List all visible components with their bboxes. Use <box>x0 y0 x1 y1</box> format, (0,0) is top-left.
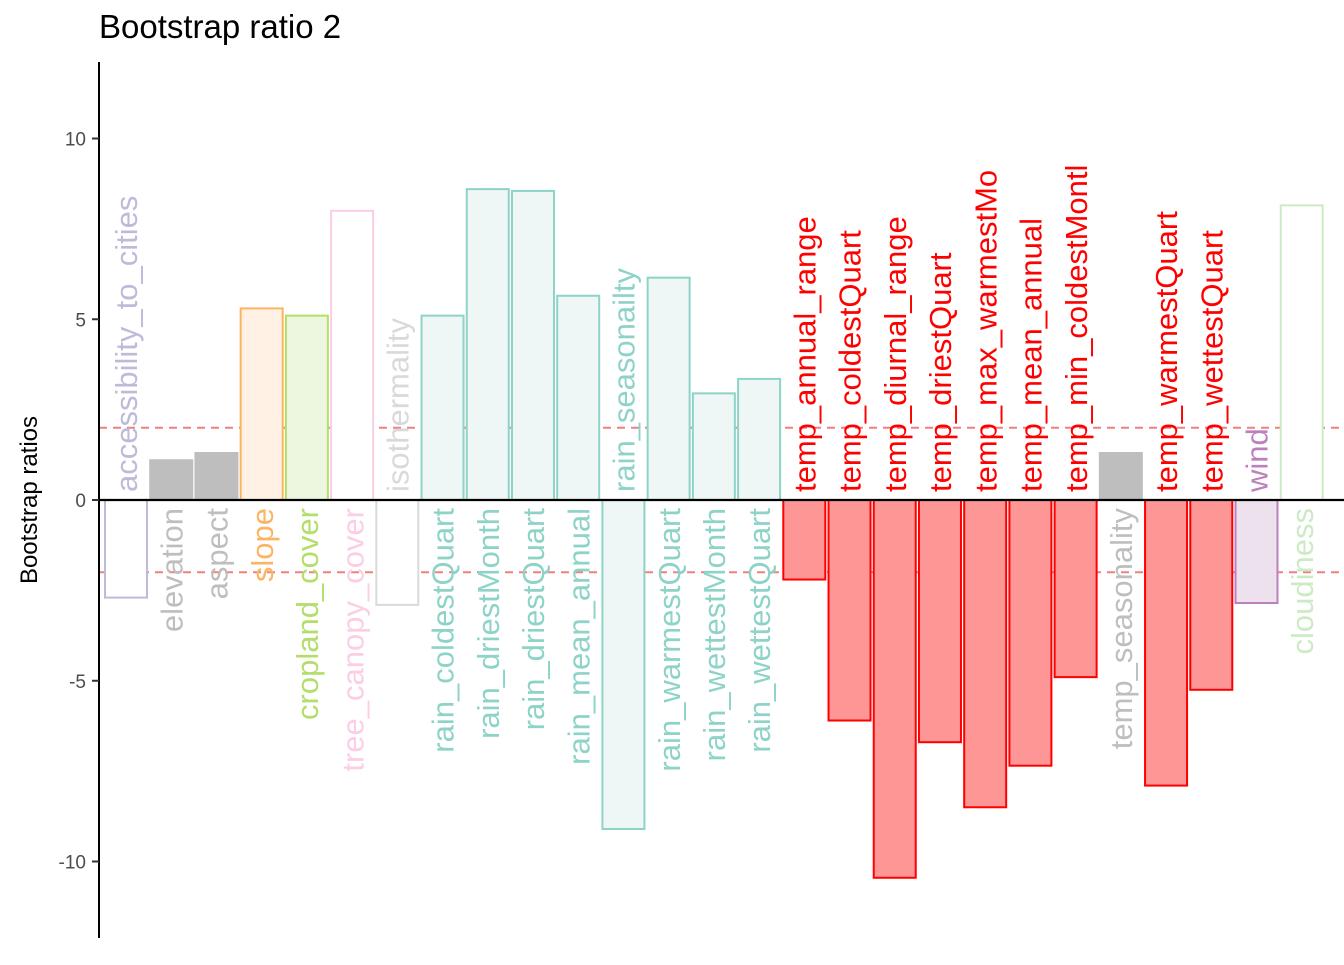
bar-cropland-cover <box>284 314 329 502</box>
bar-label-rain-driestMonth: rain_driestMonth <box>471 508 506 739</box>
bar-rain-warmestQuart <box>646 276 691 501</box>
y-axis-title: Bootstrap ratios <box>16 416 43 584</box>
bar-label-temp-warmestQuart: temp_warmestQuart <box>1149 211 1184 492</box>
bar-temp-wettestQuart <box>1189 499 1234 691</box>
bar-label-aspect: aspect <box>200 508 235 600</box>
bar-elevation <box>149 459 194 501</box>
bar-label-cropland-cover: cropland_cover <box>290 508 325 720</box>
y-tick-label: 0 <box>75 491 86 512</box>
bar-rain-mean-annual <box>556 294 601 501</box>
bar-label-temp-wettestQuart: temp_wettestQuart <box>1194 230 1229 492</box>
bar-rain-seasonailty <box>601 499 646 830</box>
bar-tree-canopy-cover <box>330 209 375 502</box>
bar-label-rain-wettestMonth: rain_wettestMonth <box>697 508 732 761</box>
bar-label-tree-canopy-cover: tree_canopy_cover <box>335 508 370 772</box>
bar-isothermality <box>375 499 420 606</box>
bar-label-temp-annual-range: temp_annual_range <box>787 216 822 492</box>
chart-title: Bootstrap ratio 2 <box>99 8 342 45</box>
bar-temp-mean-annual <box>1008 499 1053 767</box>
bar-cloudiness <box>1279 204 1324 501</box>
y-tick-label: 10 <box>65 130 86 151</box>
bar-label-isothermality: isothermality <box>380 318 415 492</box>
bar-label-rain-mean-annual: rain_mean_annual <box>561 508 596 765</box>
bar-label-rain-coldestQuart: rain_coldestQuart <box>426 508 461 753</box>
bar-label-temp-seasonality: temp_seasonality <box>1104 508 1139 750</box>
bar-rain-wettestQuart <box>737 377 782 501</box>
bar-label-rain-warmestQuart: rain_warmestQuart <box>652 508 687 772</box>
bar-temp-seasonality <box>1098 452 1143 502</box>
bar-labels: accessibility_to_cities elevation aspect sl… <box>109 165 1320 772</box>
y-tick-label: 5 <box>75 310 86 331</box>
bar-rain-coldestQuart <box>420 314 465 502</box>
bar-temp-warmestQuart <box>1144 499 1189 787</box>
bar-temp-annual-range <box>782 499 827 581</box>
bar-label-temp-driestQuart: temp_driestQuart <box>923 252 958 492</box>
bar-label-elevation: elevation <box>154 508 189 632</box>
bar-rain-driestMonth <box>465 188 510 502</box>
bar-temp-diurnal-range <box>872 499 917 879</box>
bar-accessibility-to-cities <box>104 499 148 599</box>
bar-label-temp-max-warmestMo: temp_max_warmestMo <box>968 170 1003 492</box>
bar-label-rain-wettestQuart: rain_wettestQuart <box>742 508 777 753</box>
bar-aspect <box>194 452 239 502</box>
bar-label-temp-min-coldestMontl: temp_min_coldestMontl <box>1059 165 1094 492</box>
bar-temp-max-warmestMo <box>963 499 1008 809</box>
bar-label-temp-diurnal-range: temp_diurnal_range <box>878 216 913 492</box>
y-axis-ticks: -10 -5 0 5 10 <box>59 130 99 874</box>
bar-rain-wettestMonth <box>691 392 736 502</box>
bar-label-rain-seasonailty: rain_seasonailty <box>607 267 642 492</box>
y-tick-label: -5 <box>69 672 86 693</box>
bar-label-temp-mean-annual: temp_mean_annual <box>1014 218 1049 492</box>
y-tick-label: -10 <box>59 853 86 874</box>
bar-label-cloudiness: cloudiness <box>1285 508 1320 654</box>
bar-label-rain-driestQuart: rain_driestQuart <box>516 508 551 731</box>
bar-rain-driestQuart <box>510 189 555 501</box>
bar-label-slope: slope <box>245 508 280 582</box>
bar-temp-coldestQuart <box>827 499 872 722</box>
bar-temp-driestQuart <box>917 499 962 744</box>
bar-temp-min-coldestMontl <box>1053 499 1098 679</box>
bar-wind <box>1234 499 1279 605</box>
bar-label-temp-coldestQuart: temp_coldestQuart <box>833 230 868 492</box>
bar-label-wind: wind <box>1240 428 1275 493</box>
bar-label-accessibility-to-cities: accessibility_to_cities <box>109 196 144 492</box>
bar-slope <box>239 307 284 501</box>
